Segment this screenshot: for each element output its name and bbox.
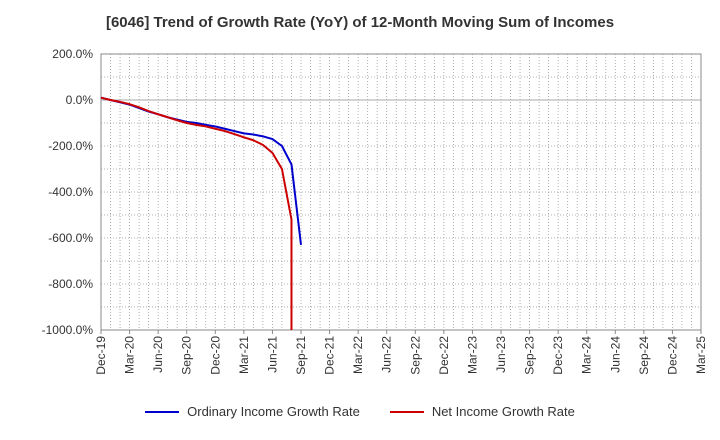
- x-tick-label: Dec-22: [437, 336, 451, 375]
- series-line-net-income: [100, 96, 293, 330]
- legend-label-net-income: Net Income Growth Rate: [431, 404, 575, 419]
- x-tick-label: Mar-22: [351, 336, 365, 374]
- x-tick-label: Dec-19: [94, 336, 108, 375]
- legend-label-ordinary-income: Ordinary Income Growth Rate: [187, 404, 360, 419]
- x-tick-label: Mar-25: [694, 336, 708, 374]
- legend: Ordinary Income Growth Rate Net Income G…: [0, 404, 720, 419]
- x-tick-label: Mar-21: [237, 336, 251, 374]
- legend-item-net-income: Net Income Growth Rate: [389, 404, 575, 419]
- x-tick-label: Sep-23: [523, 336, 537, 375]
- x-axis-ticks: Dec-19 Mar-20 Jun-20 Sep-20 Dec-20 Mar-21 Jun-…: [94, 330, 708, 375]
- x-tick-label: Dec-21: [323, 336, 337, 375]
- grid-lines: [101, 54, 701, 330]
- legend-item-ordinary-income: Ordinary Income Growth Rate: [145, 404, 360, 419]
- legend-swatch-net-income: [389, 410, 424, 413]
- x-tick-label: Dec-23: [551, 336, 565, 375]
- y-tick-label: -1000.0%: [42, 323, 94, 337]
- x-tick-label: Jun-22: [380, 336, 394, 373]
- chart-title: [6046] Trend of Growth Rate (YoY) of 12-…: [105, 14, 615, 31]
- y-tick-label: -600.0%: [48, 231, 93, 245]
- x-tick-label: Jun-23: [494, 336, 508, 373]
- y-tick-label: 200.0%: [52, 47, 93, 61]
- x-tick-label: Sep-20: [180, 336, 194, 375]
- x-tick-label: Sep-24: [637, 336, 651, 375]
- y-tick-label: 0.0%: [66, 93, 94, 107]
- x-tick-label: Mar-20: [123, 336, 137, 374]
- y-tick-label: -800.0%: [48, 277, 93, 291]
- x-tick-label: Jun-24: [608, 336, 622, 373]
- x-tick-label: Mar-24: [580, 336, 594, 374]
- x-tick-label: Sep-22: [408, 336, 422, 375]
- y-tick-label: -400.0%: [48, 185, 93, 199]
- x-tick-label: Dec-24: [665, 336, 679, 375]
- y-tick-label: -200.0%: [48, 139, 93, 153]
- legend-swatch-ordinary-income: [145, 410, 180, 413]
- x-tick-label: Mar-23: [465, 336, 479, 374]
- plot-border: [100, 53, 702, 331]
- x-tick-label: Jun-20: [151, 336, 165, 373]
- series-lines: [100, 96, 302, 330]
- x-tick-label: Sep-21: [294, 336, 308, 375]
- y-axis-ticks: 200.0% 0.0% -200.0% -400.0% -600.0% -800.0% -1…: [42, 47, 94, 337]
- x-tick-label: Jun-21: [265, 336, 279, 373]
- x-tick-label: Dec-20: [208, 336, 222, 375]
